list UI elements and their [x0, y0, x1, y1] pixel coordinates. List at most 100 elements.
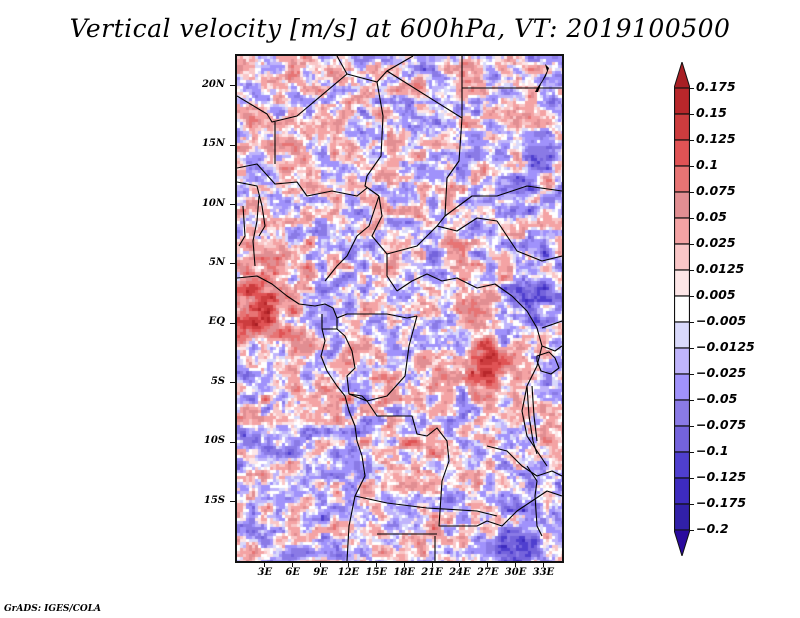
colorbar-max-triangle — [674, 62, 690, 89]
colorbar-label: 0.175 — [696, 79, 736, 94]
coastline — [344, 395, 366, 561]
border-line — [438, 480, 488, 527]
border-line — [486, 445, 562, 477]
colorbar-swatch — [674, 503, 690, 531]
lat-tick-label: 20N — [201, 78, 225, 90]
colorbar-tick — [690, 373, 694, 375]
colorbar-swatch — [674, 113, 690, 141]
colorbar-label: 0.005 — [696, 287, 736, 302]
border-line — [336, 328, 356, 395]
border-line — [237, 181, 266, 237]
colorbar-swatch — [674, 269, 690, 297]
colorbar-tick — [690, 425, 694, 427]
colorbar-label: −0.1 — [696, 443, 729, 458]
colorbar-label: 0.025 — [696, 235, 736, 250]
border-line — [348, 315, 418, 402]
lon-tick-mark — [375, 563, 377, 567]
lat-tick-mark — [230, 382, 235, 384]
lon-tick-mark — [431, 563, 433, 567]
colorbar-swatch — [674, 165, 690, 193]
lon-tick-label: 21E — [421, 567, 443, 578]
lat-tick-label: 15S — [203, 494, 225, 506]
lon-tick-label: 27E — [476, 567, 499, 578]
lon-tick-mark — [403, 563, 405, 567]
border-line — [386, 217, 498, 255]
river-feature — [535, 64, 549, 92]
colorbar-label: −0.025 — [696, 365, 747, 380]
border-line — [396, 273, 513, 297]
colorbar-swatch — [674, 217, 690, 245]
lat-tick-mark — [230, 322, 235, 324]
border-line — [371, 195, 398, 292]
border-line — [354, 495, 498, 517]
lon-tick-mark — [292, 563, 294, 567]
lon-tick-mark — [264, 563, 266, 567]
lat-tick-label: 15N — [201, 138, 225, 150]
border-line — [541, 320, 562, 329]
colorbar-label: −0.175 — [696, 495, 747, 510]
border-line — [238, 205, 246, 247]
lon-tick-mark — [320, 563, 322, 567]
coastline — [320, 328, 346, 397]
colorbar-tick — [690, 217, 694, 219]
border-line — [521, 345, 548, 467]
colorbar-tick — [690, 451, 694, 453]
border-line — [237, 163, 368, 197]
border-line — [324, 195, 380, 282]
colorbar-swatch — [674, 347, 690, 375]
colorbar-swatch — [674, 321, 690, 349]
colorbar-swatch — [674, 451, 690, 479]
border-line — [364, 81, 384, 197]
vertical-velocity-field — [237, 56, 562, 561]
plot-title: Vertical velocity [m/s] at 600hPa, VT: 2… — [69, 14, 731, 43]
colorbar-swatch — [674, 425, 690, 453]
border-line — [386, 56, 463, 119]
colorbar-label: 0.15 — [696, 105, 727, 120]
grads-credit: GrADS: IGES/COLA — [4, 604, 102, 614]
colorbar-tick — [690, 321, 694, 323]
colorbar — [674, 62, 690, 556]
border-line — [496, 220, 562, 262]
border-line — [541, 345, 562, 352]
lake-outline — [526, 385, 538, 455]
lon-tick-mark — [347, 563, 349, 567]
border-line — [486, 490, 562, 527]
coastline — [237, 275, 338, 319]
colorbar-label: 0.125 — [696, 131, 736, 146]
lon-tick-mark — [459, 563, 461, 567]
border-line — [444, 185, 562, 217]
lon-tick-mark — [515, 563, 517, 567]
colorbar-label: 0.05 — [696, 209, 727, 224]
country-borders — [237, 56, 562, 561]
colorbar-tick — [690, 503, 694, 505]
lon-tick-label: 12E — [337, 567, 360, 578]
border-line — [237, 56, 414, 123]
colorbar-tick — [690, 191, 694, 193]
border-line — [336, 56, 348, 75]
lon-tick-label: 9E — [313, 567, 328, 578]
colorbar-tick — [690, 243, 694, 245]
colorbar-swatch — [674, 191, 690, 219]
lon-tick-label: 3E — [257, 567, 273, 578]
lon-tick-mark — [487, 563, 489, 567]
lat-tick-label: EQ — [208, 316, 225, 328]
lat-tick-mark — [230, 263, 235, 265]
colorbar-swatch — [674, 295, 690, 323]
colorbar-label: −0.0125 — [696, 339, 755, 354]
colorbar-tick — [690, 139, 694, 141]
colorbar-label: −0.2 — [696, 521, 729, 536]
colorbar-label: 0.1 — [696, 157, 719, 172]
lon-tick-label: 18E — [393, 567, 415, 578]
border-line — [336, 313, 418, 319]
colorbar-tick — [690, 269, 694, 271]
lat-tick-label: 5N — [208, 256, 225, 268]
colorbar-swatch — [674, 477, 690, 505]
lat-tick-label: 10N — [201, 197, 225, 209]
colorbar-label: −0.005 — [696, 313, 747, 328]
colorbar-swatch — [674, 399, 690, 427]
lon-tick-label: 24E — [449, 567, 471, 578]
lon-tick-mark — [542, 563, 544, 567]
colorbar-min-triangle — [674, 529, 690, 556]
colorbar-tick — [690, 295, 694, 297]
border-line — [511, 295, 543, 347]
